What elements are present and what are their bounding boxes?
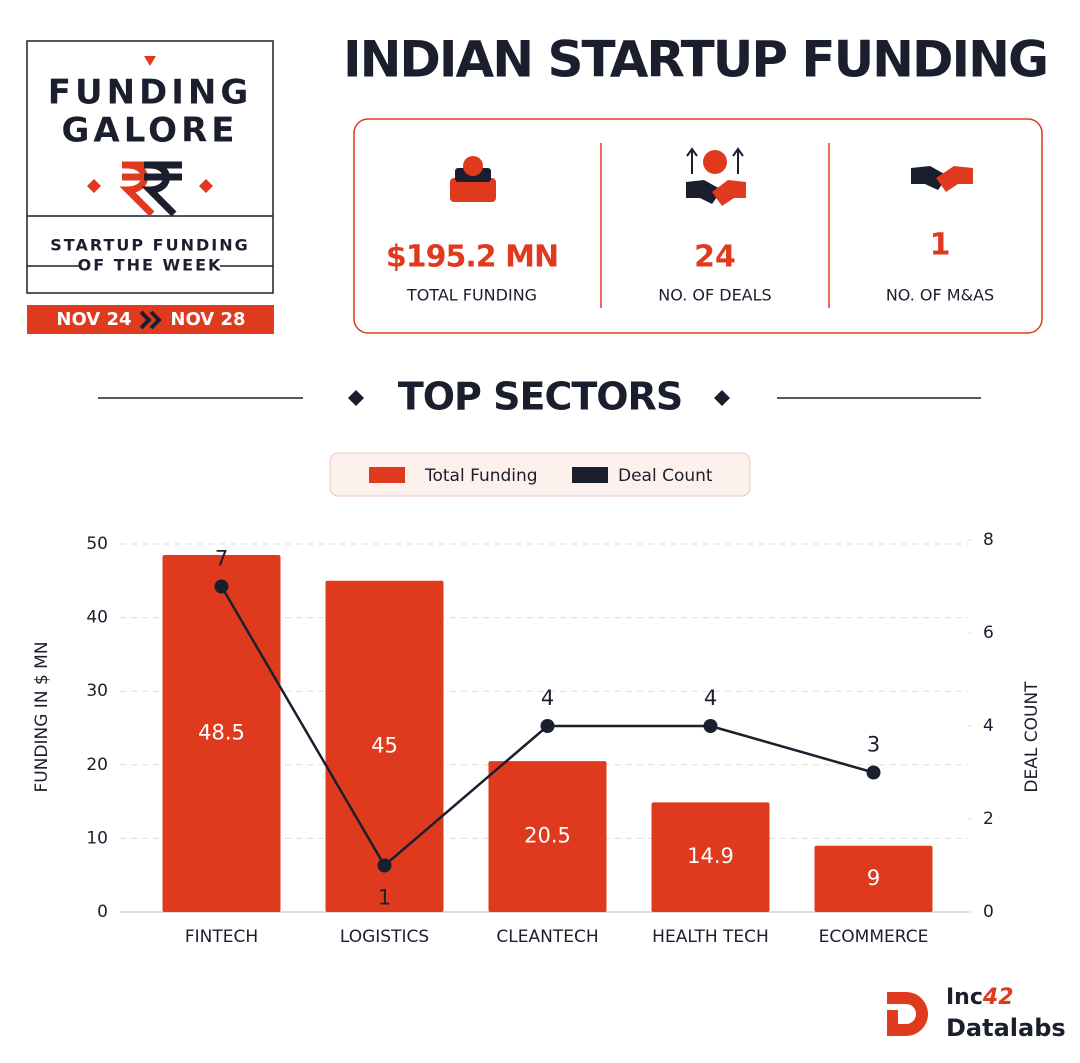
bar [651, 802, 770, 912]
legend-label: Deal Count [618, 466, 713, 486]
date-from: NOV 24 [56, 309, 131, 330]
icon-funding [450, 156, 496, 202]
stat-value: 24 [694, 240, 736, 275]
bar-label: 45 [371, 733, 398, 757]
diamond [199, 179, 213, 193]
icon-part [712, 180, 746, 206]
y-axis-label: FUNDING IN $ MN [32, 641, 52, 792]
y2-tick-label: 6 [983, 623, 994, 643]
page-title: INDIAN STARTUP FUNDING [343, 31, 1047, 89]
legend-swatch [572, 467, 608, 483]
diamond [348, 390, 364, 406]
y2-tick-label: 4 [983, 716, 994, 736]
x-tick-label: LOGISTICS [340, 927, 429, 947]
logo-mark [887, 1010, 898, 1036]
legend [329, 452, 751, 497]
chevrons [139, 310, 162, 330]
badge-subtitle: OF THE WEEK [78, 256, 223, 275]
badge-line: GALORE [62, 111, 239, 151]
point-label: 3 [867, 733, 880, 757]
icon-part [936, 166, 973, 192]
y-tick-label: 40 [86, 608, 108, 628]
y2-tick-label: 0 [983, 902, 994, 922]
badge-frame [26, 40, 274, 294]
badge-line: FUNDING [48, 73, 253, 113]
logo-number: 42 [982, 985, 1014, 1010]
legend-items: Total Funding Deal Count [369, 466, 713, 486]
point-label: 4 [541, 686, 554, 710]
logo: Inc42 Datalabs [887, 985, 1066, 1042]
legend-label: Total Funding [424, 466, 538, 486]
point [703, 719, 718, 733]
icon-mna [911, 166, 973, 192]
logo-text: Datalabs [946, 1014, 1066, 1042]
stat-label: TOTAL FUNDING [406, 286, 537, 305]
x-tick-label: FINTECH [185, 927, 258, 947]
y-tick-label: 30 [86, 681, 108, 701]
point-label: 1 [378, 886, 391, 910]
diamond [87, 179, 101, 193]
stat-label: NO. OF DEALS [658, 286, 771, 305]
badge-subtitle: STARTUP FUNDING [50, 236, 249, 255]
date-to: NOV 28 [170, 309, 245, 330]
logo-text: Inc42 [946, 985, 1014, 1010]
legend-swatch [369, 467, 405, 483]
point [866, 765, 881, 780]
point [214, 579, 229, 594]
stat-value: $195.2 MN [386, 240, 558, 275]
logo-mark [887, 992, 928, 1036]
y-tick-label: 20 [86, 755, 108, 775]
stat-label: NO. OF M&AS [886, 286, 994, 305]
stats-frame [353, 118, 1043, 334]
badge: FUNDING GALORE STARTUP FUNDING OF THE WE… [26, 40, 274, 334]
icon-deals [686, 147, 746, 206]
x-tick-label: CLEANTECH [496, 927, 598, 947]
y-tick-label: 50 [86, 534, 108, 554]
point-label: 7 [215, 547, 228, 571]
point-label: 4 [704, 686, 717, 710]
y-tick-label: 0 [97, 902, 108, 922]
point [377, 858, 392, 873]
bar [325, 580, 444, 912]
bar-label: 14.9 [687, 844, 734, 868]
section-title: TOP SECTORS [398, 375, 682, 419]
logo-brand: Inc [946, 985, 983, 1010]
stat-value: 1 [930, 228, 951, 263]
bar [814, 845, 933, 912]
icon-part [911, 166, 948, 190]
bar-label: 20.5 [524, 824, 571, 848]
y2-axis-label: DEAL COUNT [1022, 681, 1042, 793]
y-tick-label: 10 [86, 828, 108, 848]
bar-label: 48.5 [198, 721, 245, 745]
icon-part [686, 180, 722, 204]
icon-part [463, 156, 483, 176]
rupee-icon [119, 161, 182, 217]
badge-pointer [144, 56, 156, 66]
x-tick-label: ECOMMERCE [819, 927, 929, 947]
point [540, 719, 555, 733]
y2-tick-label: 8 [983, 530, 994, 550]
bar [488, 761, 607, 912]
icon-part [686, 147, 744, 174]
rupee [141, 161, 182, 217]
x-tick-label: HEALTH TECH [652, 927, 769, 947]
y2-tick-label: 2 [983, 809, 994, 829]
bar [162, 555, 281, 912]
stats: $195.2 MN TOTAL FUNDING 24 NO. OF DEALS … [353, 118, 1043, 334]
diamond [714, 390, 730, 406]
icon-part [703, 150, 727, 174]
icon-part [450, 178, 496, 202]
bar-label: 9 [867, 866, 880, 890]
